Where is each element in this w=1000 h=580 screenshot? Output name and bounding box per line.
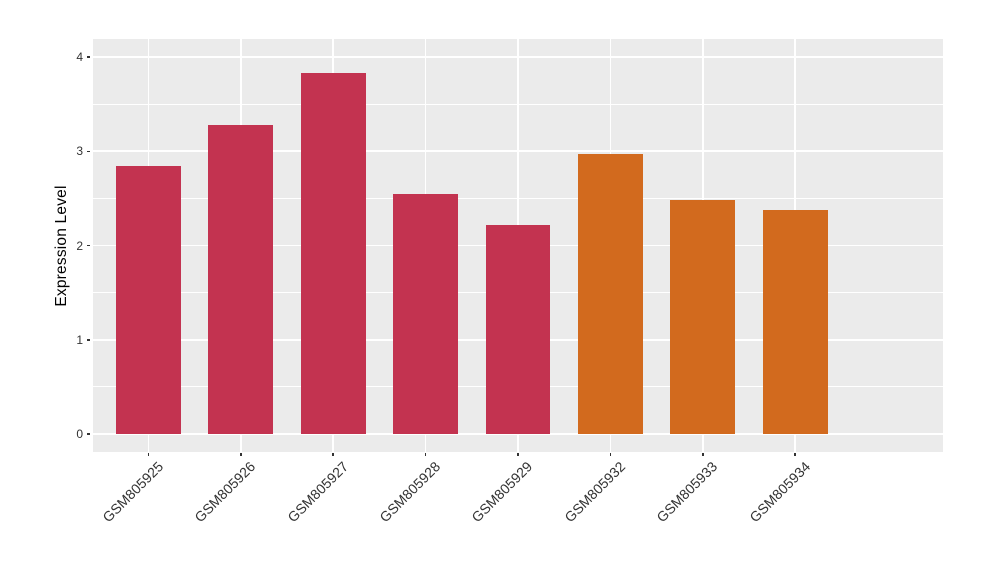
x-tick-label: GSM805933 (653, 458, 721, 526)
bar-GSM805927 (300, 73, 366, 434)
y-tick-mark (86, 244, 90, 247)
plot-panel (93, 39, 943, 452)
x-tick-mark (609, 452, 612, 456)
y-tick-mark (86, 150, 90, 152)
x-tick-label: GSM805929 (468, 458, 536, 526)
y-tick-mark (86, 339, 90, 341)
y-axis-title: Expression Level (53, 185, 70, 307)
bar-GSM805932 (578, 154, 643, 434)
x-tick-label: GSM805928 (376, 458, 444, 526)
x-tick-mark (332, 452, 334, 456)
x-tick-label: GSM805934 (745, 458, 813, 526)
x-tick-mark (424, 452, 427, 456)
bar-GSM805928 (393, 193, 458, 434)
y-tick-label: 2 (76, 238, 83, 253)
bar-GSM805933 (670, 200, 736, 434)
bar-GSM805934 (762, 209, 828, 434)
bar-GSM805926 (208, 124, 274, 434)
y-tick-label: 0 (76, 426, 83, 441)
y-tick-label: 3 (76, 144, 83, 159)
x-tick-mark (240, 452, 242, 456)
x-tick-mark (517, 452, 519, 456)
x-tick-mark (702, 452, 704, 456)
x-tick-mark (794, 452, 796, 456)
x-tick-label: GSM805925 (99, 458, 167, 526)
x-tick-label: GSM805927 (283, 458, 351, 526)
bar-GSM805925 (116, 166, 181, 434)
x-tick-label: GSM805932 (561, 458, 629, 526)
y-tick-label: 1 (76, 332, 83, 347)
x-tick-mark (147, 452, 150, 456)
bar-GSM805929 (485, 224, 551, 434)
y-tick-label: 4 (76, 49, 83, 64)
y-tick-mark (86, 433, 90, 435)
x-tick-label: GSM805926 (191, 458, 259, 526)
y-tick-mark (86, 56, 90, 58)
